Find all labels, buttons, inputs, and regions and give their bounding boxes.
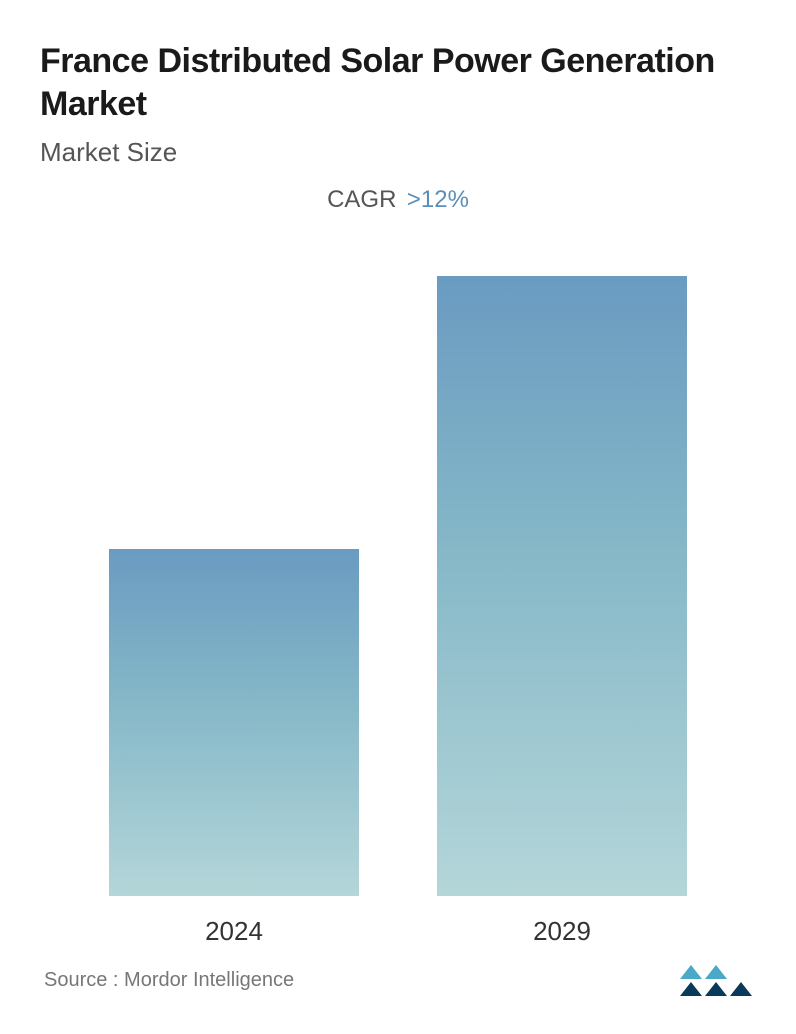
source-attribution: Source : Mordor Intelligence: [44, 969, 294, 992]
bar-label: 2024: [205, 916, 263, 947]
logo-triangle-icon: [730, 982, 752, 996]
cagr-row: CAGR >12%: [40, 186, 756, 214]
logo-triangle-icon: [705, 965, 727, 979]
logo-triangle-icon: [680, 965, 702, 979]
bar-group: 2024: [70, 549, 398, 947]
chart-subtitle: Market Size: [40, 137, 756, 168]
mordor-logo-icon: [680, 965, 752, 996]
bar-group: 2029: [398, 276, 726, 947]
cagr-value: >12%: [407, 186, 469, 213]
logo-column: [705, 965, 727, 996]
bar-chart: 2024 2029: [40, 254, 756, 947]
bar: [109, 549, 359, 896]
chart-footer: Source : Mordor Intelligence: [40, 965, 756, 1004]
bar: [437, 276, 687, 896]
chart-container: France Distributed Solar Power Generatio…: [0, 0, 796, 1034]
chart-title: France Distributed Solar Power Generatio…: [40, 40, 756, 125]
logo-triangle-icon: [705, 982, 727, 996]
logo-triangle-icon: [680, 982, 702, 996]
logo-column: [730, 982, 752, 996]
cagr-label: CAGR: [327, 186, 396, 213]
bar-label: 2029: [533, 916, 591, 947]
logo-column: [680, 965, 702, 996]
